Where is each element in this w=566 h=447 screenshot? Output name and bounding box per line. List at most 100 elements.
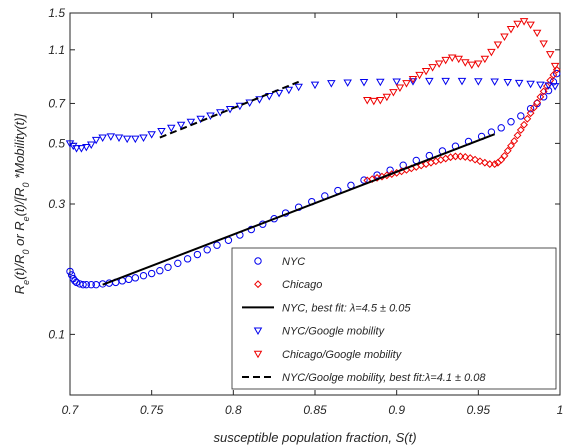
data-point [545,51,555,59]
series-chicago-google-mobility [363,18,560,106]
y-tick-label: 0.1 [48,327,65,341]
data-point [550,62,560,71]
data-point [131,135,140,144]
data-point [546,76,555,85]
x-tick-label: 0.7 [62,403,80,417]
data-point [167,124,176,133]
legend-marker [253,350,263,359]
data-point [447,54,457,63]
data-point [327,80,336,88]
data-point [157,127,166,136]
data-point [402,80,411,88]
data-point [457,77,467,86]
data-point [533,98,542,107]
data-point [193,250,202,259]
data-point [539,40,548,48]
data-point [490,78,499,86]
data-point [294,83,303,92]
data-point [480,55,490,64]
data-point [235,102,245,111]
data-point [526,80,535,89]
x-tick-label: 1 [557,403,564,417]
legend-label: NYC [282,256,305,268]
data-point [526,21,535,30]
data-point [408,75,418,84]
data-point [519,18,529,26]
data-point [265,93,274,101]
data-point [82,280,91,289]
data-point [359,79,369,87]
legend-marker [253,327,263,336]
x-axis-title: susceptible population fraction, S(t) [213,430,416,445]
data-point [67,271,76,279]
data-point [72,145,81,153]
data-point [507,141,515,150]
data-point [147,131,156,139]
data-point [82,143,91,152]
data-point [91,136,101,145]
data-point [507,118,515,126]
data-point [196,115,205,124]
data-point [513,20,522,29]
data-point [343,79,352,87]
data-point [434,60,444,68]
x-tick-label: 0.9 [388,403,405,417]
data-point [539,93,548,101]
data-point [533,99,541,108]
data-point [203,246,211,254]
data-point [79,280,87,289]
data-point [510,137,519,145]
fit-line [159,80,300,139]
fit-line [102,133,496,286]
data-point [550,83,560,91]
data-point [395,84,405,93]
x-tick-label: 0.85 [303,403,327,417]
data-point [425,77,434,86]
data-point [471,155,479,164]
data-point [506,26,516,34]
legend-item-nyc: NYC [254,256,305,268]
legend: NYC Chicago NYC, best fit: λ=4.5 ± 0.05 NYC… [231,247,557,390]
data-point [376,78,385,87]
series-nyc-best-fit-4-5-0-05 [102,133,496,286]
legend-marker [254,257,262,265]
data-point [122,135,132,144]
data-point [461,59,470,67]
data-point [363,97,372,105]
data-point [441,56,450,65]
data-point [497,155,506,164]
data-point [382,93,392,102]
data-point [389,89,398,97]
legend-item-chicago-google-mobility: Chicago/Google mobility [253,349,403,361]
y-tick-label: 0.3 [48,197,65,211]
data-point [474,78,483,86]
x-tick-label: 0.75 [140,403,164,417]
data-point [428,64,437,72]
data-point [503,146,512,155]
data-point [454,55,463,64]
data-point [65,140,75,148]
legend-marker [254,280,262,289]
data-point [490,160,499,168]
data-point [520,120,528,129]
y-tick-label: 1.1 [48,43,65,57]
data-point [480,158,489,167]
data-point [86,141,96,149]
data-point [87,280,95,289]
data-point [183,255,192,263]
legend-label: NYC/Goolge mobility, best fit:λ=4.1 ± 0.… [282,372,486,384]
data-point [274,89,284,98]
data-point [369,97,379,106]
series-chicago [363,65,561,185]
x-tick-label: 0.8 [225,403,242,417]
data-point [156,267,164,275]
data-point [174,259,182,268]
x-tick-label: 0.95 [467,403,491,417]
y-tick-label: 1.5 [48,6,65,20]
legend-item-nyc-goolge-mobility-best-fit-4-1-0-08: NYC/Goolge mobility, best fit:λ=4.1 ± 0.… [242,372,486,384]
data-point [476,157,484,166]
data-point [523,114,532,123]
series-nyc-goolge-mobility-best-fit-4-1-0-08 [159,80,300,139]
data-point [461,153,470,161]
